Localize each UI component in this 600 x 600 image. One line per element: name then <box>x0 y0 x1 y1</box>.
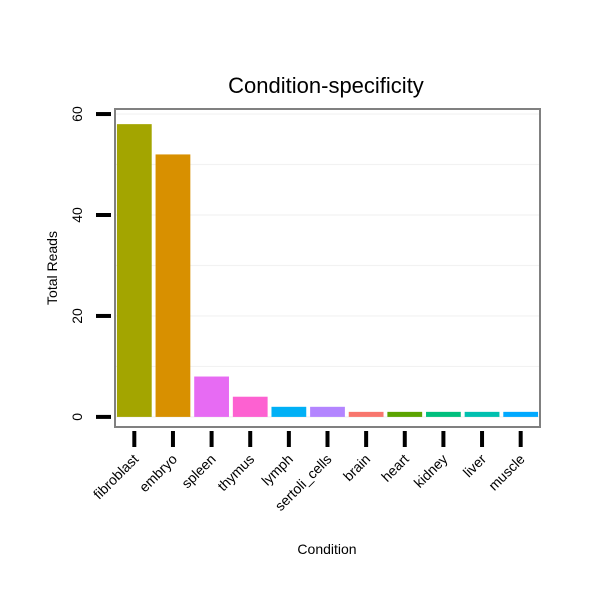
plot-border <box>114 108 541 428</box>
x-tick-label-kidney: kidney <box>411 451 451 491</box>
x-tick-label-muscle: muscle <box>485 451 528 494</box>
y-tick-label: 20 <box>69 308 85 324</box>
x-tick-label-embryo: embryo <box>136 451 180 495</box>
bar-muscle <box>503 411 539 417</box>
bar-spleen <box>194 376 229 417</box>
bar-fibroblast <box>116 124 152 417</box>
y-tick-label: 60 <box>69 106 85 122</box>
x-tick-label-spleen: spleen <box>178 451 218 491</box>
y-tick-label: 0 <box>69 413 85 421</box>
x-tick-label-liver: liver <box>460 451 490 481</box>
bar-sertoli_cells <box>310 406 345 417</box>
bar-kidney <box>426 411 461 417</box>
bar-embryo <box>155 154 191 417</box>
bar-liver <box>464 411 500 417</box>
bar-heart <box>387 411 423 417</box>
x-tick-label-brain: brain <box>340 451 373 484</box>
bar-brain <box>348 411 384 417</box>
x-axis-label: Condition <box>297 541 356 557</box>
bar-thymus <box>232 396 268 417</box>
x-tick-label-heart: heart <box>378 451 412 485</box>
y-tick-label: 40 <box>69 207 85 223</box>
y-axis-label: Total Reads <box>44 231 60 305</box>
bar-lymph <box>271 406 307 417</box>
x-tick-label-thymus: thymus <box>214 451 257 494</box>
x-tick-label-fibroblast: fibroblast <box>90 451 142 503</box>
y-axis: 0 20 40 60 <box>69 106 111 421</box>
chart-title: Condition-specificity <box>228 73 424 98</box>
bars <box>116 124 539 417</box>
